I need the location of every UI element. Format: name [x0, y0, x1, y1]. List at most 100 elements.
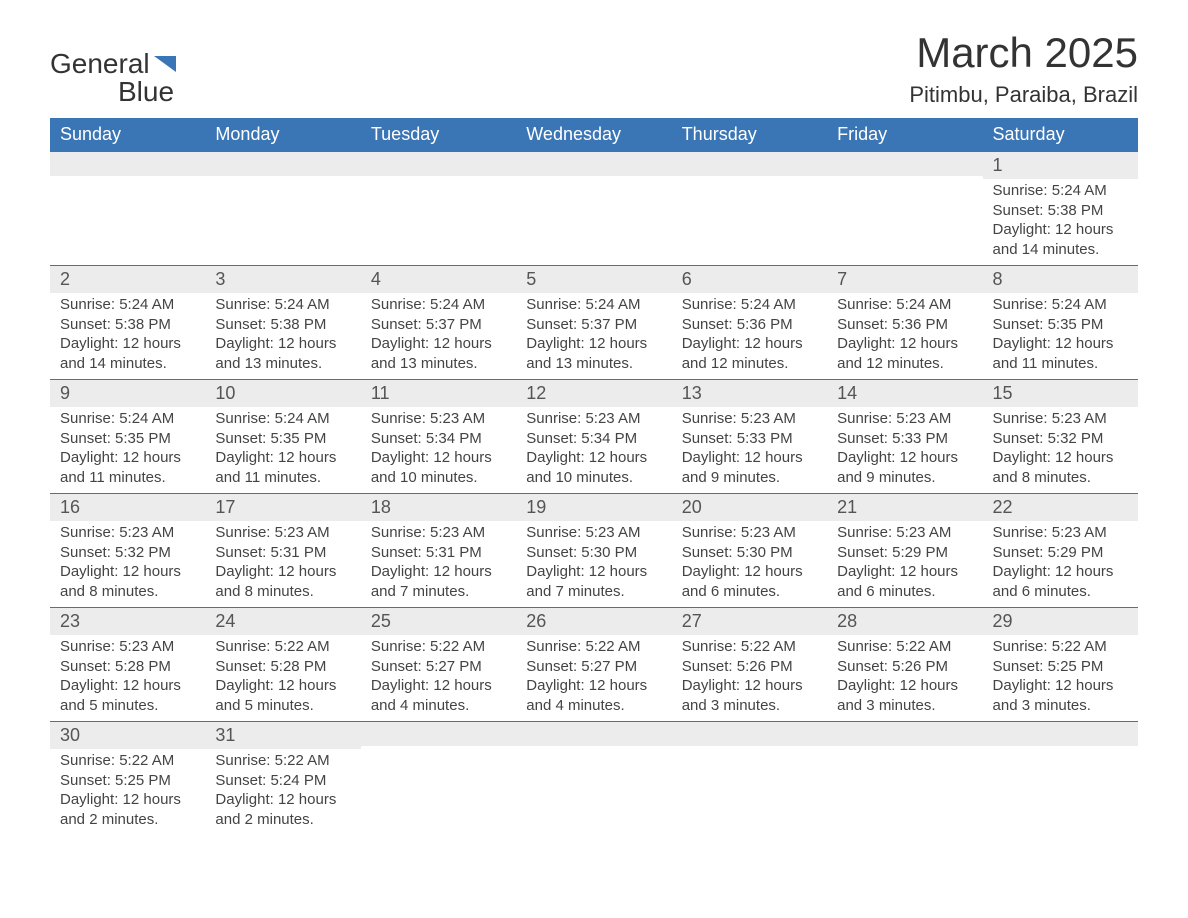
daylight-text: Daylight: 12 hours and 3 minutes. [993, 676, 1128, 715]
calendar-row: 23Sunrise: 5:23 AMSunset: 5:28 PMDayligh… [50, 608, 1138, 722]
sunrise-text: Sunrise: 5:22 AM [682, 637, 817, 657]
calendar-cell: 4Sunrise: 5:24 AMSunset: 5:37 PMDaylight… [361, 266, 516, 380]
day-content: Sunrise: 5:24 AMSunset: 5:35 PMDaylight:… [983, 293, 1138, 379]
page-header: General Blue March 2025 Pitimbu, Paraiba… [50, 30, 1138, 108]
sunset-text: Sunset: 5:37 PM [526, 315, 661, 335]
day-content: Sunrise: 5:23 AMSunset: 5:32 PMDaylight:… [983, 407, 1138, 493]
daylight-text: Daylight: 12 hours and 13 minutes. [215, 334, 350, 373]
weekday-wednesday: Wednesday [516, 118, 671, 152]
day-number: 31 [205, 722, 360, 749]
day-number [983, 722, 1138, 746]
daylight-text: Daylight: 12 hours and 14 minutes. [993, 220, 1128, 259]
calendar-cell: 21Sunrise: 5:23 AMSunset: 5:29 PMDayligh… [827, 494, 982, 608]
calendar-cell: 23Sunrise: 5:23 AMSunset: 5:28 PMDayligh… [50, 608, 205, 722]
daylight-text: Daylight: 12 hours and 13 minutes. [526, 334, 661, 373]
month-title: March 2025 [909, 30, 1138, 76]
calendar-cell: 27Sunrise: 5:22 AMSunset: 5:26 PMDayligh… [672, 608, 827, 722]
sunrise-text: Sunrise: 5:24 AM [60, 295, 195, 315]
logo-text-general: General [50, 50, 150, 78]
sunset-text: Sunset: 5:29 PM [993, 543, 1128, 563]
sunset-text: Sunset: 5:36 PM [837, 315, 972, 335]
day-number: 23 [50, 608, 205, 635]
daylight-text: Daylight: 12 hours and 2 minutes. [60, 790, 195, 829]
daylight-text: Daylight: 12 hours and 11 minutes. [60, 448, 195, 487]
calendar-cell [672, 152, 827, 266]
day-content: Sunrise: 5:23 AMSunset: 5:34 PMDaylight:… [361, 407, 516, 493]
day-content: Sunrise: 5:22 AMSunset: 5:24 PMDaylight:… [205, 749, 360, 835]
sunrise-text: Sunrise: 5:22 AM [215, 637, 350, 657]
calendar-cell: 11Sunrise: 5:23 AMSunset: 5:34 PMDayligh… [361, 380, 516, 494]
day-content: Sunrise: 5:22 AMSunset: 5:25 PMDaylight:… [983, 635, 1138, 721]
daylight-text: Daylight: 12 hours and 2 minutes. [215, 790, 350, 829]
sunset-text: Sunset: 5:26 PM [837, 657, 972, 677]
sunset-text: Sunset: 5:38 PM [993, 201, 1128, 221]
day-content: Sunrise: 5:24 AMSunset: 5:37 PMDaylight:… [516, 293, 671, 379]
daylight-text: Daylight: 12 hours and 7 minutes. [371, 562, 506, 601]
sunrise-text: Sunrise: 5:24 AM [371, 295, 506, 315]
calendar-cell [205, 152, 360, 266]
day-number: 12 [516, 380, 671, 407]
day-number [827, 152, 982, 176]
day-number [361, 152, 516, 176]
sunset-text: Sunset: 5:34 PM [371, 429, 506, 449]
sunset-text: Sunset: 5:25 PM [993, 657, 1128, 677]
day-content: Sunrise: 5:23 AMSunset: 5:30 PMDaylight:… [516, 521, 671, 607]
calendar-cell: 13Sunrise: 5:23 AMSunset: 5:33 PMDayligh… [672, 380, 827, 494]
day-number: 22 [983, 494, 1138, 521]
sunset-text: Sunset: 5:35 PM [60, 429, 195, 449]
day-number [516, 722, 671, 746]
sunset-text: Sunset: 5:30 PM [526, 543, 661, 563]
calendar-cell [361, 152, 516, 266]
sunset-text: Sunset: 5:38 PM [60, 315, 195, 335]
day-content: Sunrise: 5:22 AMSunset: 5:28 PMDaylight:… [205, 635, 360, 721]
daylight-text: Daylight: 12 hours and 10 minutes. [526, 448, 661, 487]
calendar-cell: 28Sunrise: 5:22 AMSunset: 5:26 PMDayligh… [827, 608, 982, 722]
day-number: 27 [672, 608, 827, 635]
weekday-saturday: Saturday [983, 118, 1138, 152]
sunset-text: Sunset: 5:35 PM [993, 315, 1128, 335]
day-number: 7 [827, 266, 982, 293]
daylight-text: Daylight: 12 hours and 6 minutes. [682, 562, 817, 601]
day-content: Sunrise: 5:24 AMSunset: 5:35 PMDaylight:… [50, 407, 205, 493]
daylight-text: Daylight: 12 hours and 5 minutes. [215, 676, 350, 715]
sunrise-text: Sunrise: 5:23 AM [837, 523, 972, 543]
day-content: Sunrise: 5:23 AMSunset: 5:33 PMDaylight:… [827, 407, 982, 493]
day-content: Sunrise: 5:23 AMSunset: 5:30 PMDaylight:… [672, 521, 827, 607]
day-number: 25 [361, 608, 516, 635]
sunset-text: Sunset: 5:30 PM [682, 543, 817, 563]
day-content: Sunrise: 5:23 AMSunset: 5:28 PMDaylight:… [50, 635, 205, 721]
calendar-row: 1Sunrise: 5:24 AMSunset: 5:38 PMDaylight… [50, 152, 1138, 266]
day-number: 3 [205, 266, 360, 293]
calendar-cell [516, 152, 671, 266]
calendar-cell [983, 722, 1138, 836]
logo-text-blue: Blue [118, 78, 174, 106]
day-content: Sunrise: 5:22 AMSunset: 5:27 PMDaylight:… [516, 635, 671, 721]
logo-flag-icon [154, 56, 176, 72]
sunrise-text: Sunrise: 5:22 AM [526, 637, 661, 657]
calendar-cell [672, 722, 827, 836]
weekday-friday: Friday [827, 118, 982, 152]
sunset-text: Sunset: 5:33 PM [682, 429, 817, 449]
weekday-monday: Monday [205, 118, 360, 152]
day-number: 9 [50, 380, 205, 407]
weekday-tuesday: Tuesday [361, 118, 516, 152]
sunrise-text: Sunrise: 5:23 AM [682, 523, 817, 543]
sunset-text: Sunset: 5:34 PM [526, 429, 661, 449]
daylight-text: Daylight: 12 hours and 5 minutes. [60, 676, 195, 715]
sunset-text: Sunset: 5:24 PM [215, 771, 350, 791]
day-number: 4 [361, 266, 516, 293]
day-number: 2 [50, 266, 205, 293]
sunrise-text: Sunrise: 5:22 AM [993, 637, 1128, 657]
sunrise-text: Sunrise: 5:24 AM [215, 409, 350, 429]
day-content: Sunrise: 5:24 AMSunset: 5:36 PMDaylight:… [672, 293, 827, 379]
day-content: Sunrise: 5:22 AMSunset: 5:25 PMDaylight:… [50, 749, 205, 835]
calendar-table: Sunday Monday Tuesday Wednesday Thursday… [50, 118, 1138, 835]
day-number: 6 [672, 266, 827, 293]
sunset-text: Sunset: 5:33 PM [837, 429, 972, 449]
calendar-cell [827, 722, 982, 836]
daylight-text: Daylight: 12 hours and 4 minutes. [526, 676, 661, 715]
daylight-text: Daylight: 12 hours and 11 minutes. [215, 448, 350, 487]
daylight-text: Daylight: 12 hours and 6 minutes. [837, 562, 972, 601]
daylight-text: Daylight: 12 hours and 8 minutes. [60, 562, 195, 601]
day-content: Sunrise: 5:23 AMSunset: 5:29 PMDaylight:… [983, 521, 1138, 607]
